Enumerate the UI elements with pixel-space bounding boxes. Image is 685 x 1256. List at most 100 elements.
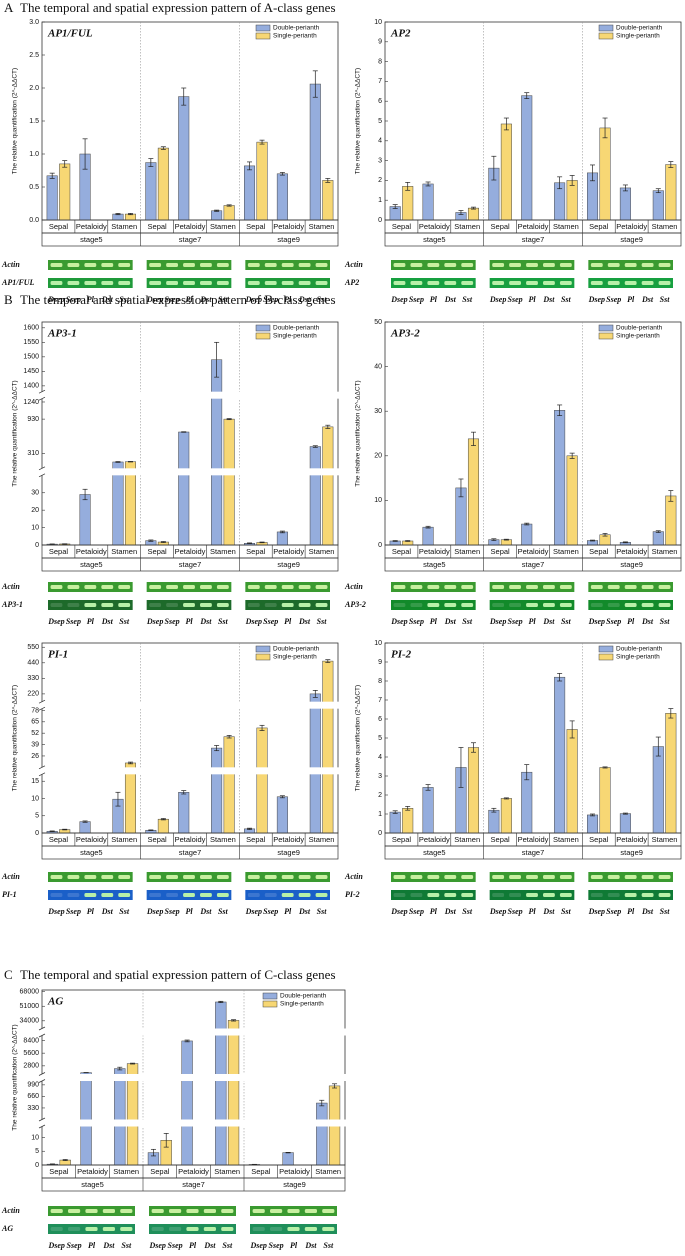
y-tick-label: 3 bbox=[378, 157, 382, 164]
gel-band bbox=[149, 603, 162, 607]
category-label: Sepal bbox=[589, 547, 609, 556]
lane-label: Ssep bbox=[263, 907, 278, 916]
error-bar bbox=[148, 829, 154, 831]
lane-label: Ssep bbox=[508, 617, 523, 626]
category-label: Stamen bbox=[315, 1167, 341, 1176]
lane-label: Sst bbox=[462, 295, 473, 304]
bar bbox=[467, 438, 479, 546]
y-tick-label: 30 bbox=[31, 490, 39, 497]
legend-swatch bbox=[598, 24, 614, 32]
bar bbox=[665, 164, 677, 221]
gel-band bbox=[607, 281, 620, 285]
error-bar bbox=[405, 806, 411, 811]
gel-band bbox=[509, 263, 521, 267]
y-tick-label: 330 bbox=[27, 1105, 39, 1112]
category-label: Petaloidy bbox=[616, 835, 647, 844]
category-label: Petaloidy bbox=[616, 547, 647, 556]
lane-label: Sst bbox=[121, 1241, 132, 1250]
gel-band bbox=[287, 1209, 300, 1213]
bar bbox=[500, 123, 512, 221]
gel-band bbox=[658, 585, 671, 589]
gel-band bbox=[84, 893, 97, 897]
lane-label: Pl bbox=[87, 617, 95, 626]
gel-band bbox=[84, 263, 97, 267]
lane-label: Ssep bbox=[508, 295, 523, 304]
category-label: Stamen bbox=[210, 547, 236, 556]
gel-band bbox=[590, 875, 603, 879]
gel-band bbox=[492, 875, 505, 879]
category-label: Stamen bbox=[454, 547, 480, 556]
stage-label: stage5 bbox=[423, 560, 446, 569]
y-tick-label: 1240 bbox=[23, 399, 39, 406]
gel-band bbox=[559, 263, 572, 267]
bar bbox=[223, 736, 235, 834]
lane-label: Pl bbox=[189, 1241, 197, 1250]
axis-break bbox=[39, 1074, 348, 1081]
gel-band bbox=[281, 875, 294, 879]
category-label: Stamen bbox=[210, 835, 236, 844]
section-title: The temporal and spatial expression patt… bbox=[20, 292, 336, 307]
error-bar bbox=[181, 87, 187, 106]
lane-label: Sst bbox=[119, 617, 130, 626]
error-bar bbox=[622, 184, 628, 192]
error-bar bbox=[655, 530, 661, 533]
gel-band bbox=[607, 603, 620, 607]
bar bbox=[282, 1152, 294, 1166]
lane-label: Ssep bbox=[508, 907, 523, 916]
break-mark bbox=[38, 706, 46, 711]
bar bbox=[500, 539, 512, 546]
stage-label: stage5 bbox=[80, 235, 103, 244]
gel-band bbox=[641, 875, 654, 879]
category-label: Petaloidy bbox=[616, 222, 647, 231]
y-tick-label: 5 bbox=[35, 813, 39, 820]
y-tick-label: 34000 bbox=[20, 1018, 40, 1025]
lane-label: Pl bbox=[284, 295, 292, 304]
lane-label: Ssep bbox=[263, 617, 278, 626]
y-tick-label: 10 bbox=[31, 795, 39, 802]
category-label: Stamen bbox=[111, 547, 137, 556]
gel-band bbox=[203, 1227, 216, 1231]
gel-band bbox=[264, 281, 277, 285]
error-bar bbox=[127, 761, 133, 765]
y-tick-label: 3.0 bbox=[29, 19, 39, 26]
error-bar bbox=[247, 161, 253, 171]
lane-label: Pl bbox=[284, 907, 292, 916]
break-mark bbox=[38, 1079, 46, 1083]
lane-label: Sst bbox=[317, 295, 328, 304]
error-bar bbox=[148, 158, 154, 167]
lane-label: Sst bbox=[218, 907, 229, 916]
gel-band bbox=[102, 1227, 115, 1231]
lane-label: Dsep bbox=[245, 295, 262, 304]
category-label: Sepal bbox=[148, 547, 168, 556]
lane-label: Dst bbox=[542, 907, 555, 916]
lane-label: Sst bbox=[561, 617, 572, 626]
gel-band bbox=[461, 875, 474, 879]
lane-label: Sst bbox=[462, 617, 473, 626]
y-tick-label: 1400 bbox=[23, 383, 39, 390]
gel-band bbox=[444, 585, 457, 589]
category-label: Sepal bbox=[246, 222, 266, 231]
gel-row-label: Actin bbox=[1, 1206, 20, 1215]
gel-band bbox=[624, 875, 637, 879]
gel-band bbox=[183, 263, 195, 267]
lane-label: Sst bbox=[317, 907, 328, 916]
stage-label: stage7 bbox=[179, 560, 202, 569]
y-tick-label: 3 bbox=[378, 773, 382, 780]
error-bar bbox=[569, 452, 575, 459]
legend-label: Single-perianth bbox=[280, 1001, 324, 1008]
lane-label: Dst bbox=[199, 907, 212, 916]
category-label: Sepal bbox=[49, 1167, 69, 1176]
gel-band bbox=[149, 281, 162, 285]
gel-band bbox=[247, 893, 260, 897]
category-label: Petaloidy bbox=[76, 547, 107, 556]
gel-band bbox=[183, 585, 195, 589]
stage-label: stage5 bbox=[81, 1180, 104, 1189]
bar bbox=[402, 808, 414, 834]
y-tick-label: 0 bbox=[378, 542, 382, 549]
gel-band bbox=[461, 893, 474, 897]
gel-band bbox=[410, 893, 423, 897]
gel-band bbox=[427, 281, 440, 285]
error-bar bbox=[590, 164, 596, 182]
y-tick-label: 8 bbox=[378, 58, 382, 65]
axis-break bbox=[39, 391, 341, 399]
